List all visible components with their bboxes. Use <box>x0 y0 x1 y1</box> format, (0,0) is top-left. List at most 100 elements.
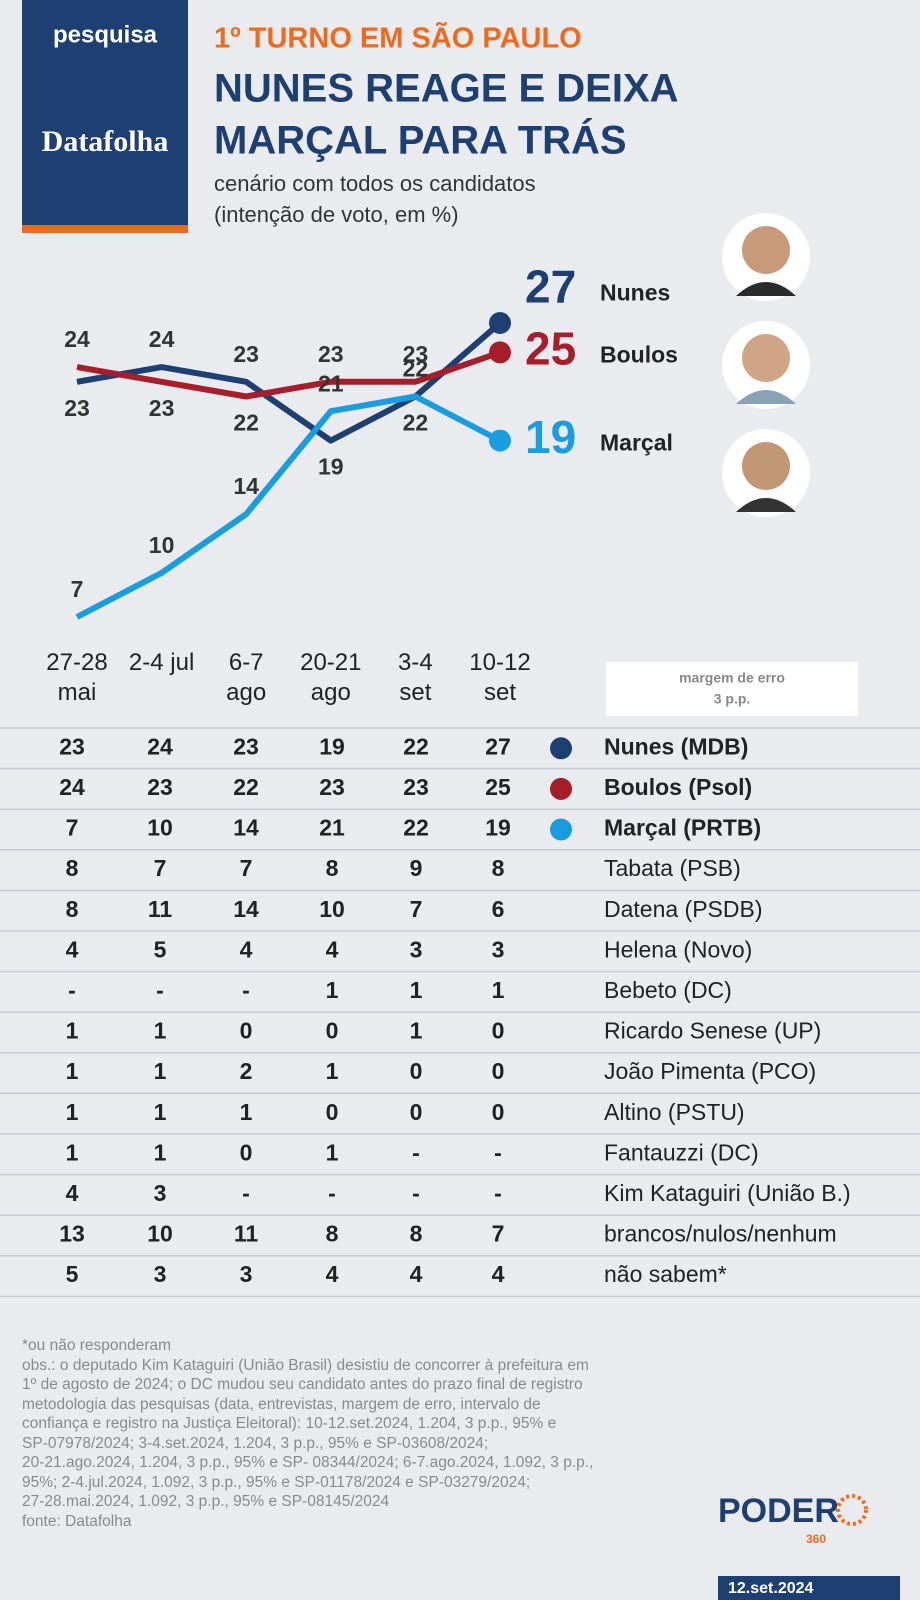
cell: 10 <box>147 815 173 841</box>
point-label: 23 <box>64 395 90 421</box>
cell: 4 <box>492 1261 505 1287</box>
cell: 25 <box>485 774 511 800</box>
cell: 6 <box>492 896 505 922</box>
cell: 0 <box>410 1099 423 1125</box>
legend-dot <box>550 818 572 841</box>
cell: 8 <box>326 855 339 881</box>
cell: 24 <box>59 774 85 800</box>
cell: 1 <box>66 1018 79 1044</box>
point-label: 10 <box>149 532 175 558</box>
cell: 7 <box>410 896 423 922</box>
cell: 3 <box>154 1180 167 1206</box>
footnote: 20-21.ago.2024, 1.204, 3 p.p., 95% e SP-… <box>22 1454 594 1471</box>
cell: 24 <box>147 733 173 759</box>
row-label: Marçal (PRTB) <box>604 815 761 841</box>
cell: 0 <box>326 1018 339 1044</box>
cell: 0 <box>492 1058 505 1084</box>
cell: 23 <box>233 733 259 759</box>
point-label: 21 <box>318 370 344 396</box>
cell: 1 <box>410 977 423 1003</box>
x-tick-label: 3-4 set <box>398 649 433 706</box>
footnote: *ou não responderam <box>22 1337 172 1354</box>
cell: 7 <box>154 855 167 881</box>
cell: 1 <box>66 1139 79 1165</box>
x-tick-label: 20-21 ago <box>300 649 362 706</box>
cell: 3 <box>410 936 423 962</box>
footnote: obs.: o deputado Kim Kataguiri (União Br… <box>22 1356 589 1374</box>
cell: 4 <box>410 1261 423 1287</box>
footnote: 27-28.mai.2024, 1.092, 3 p.p., 95% e SP-… <box>22 1493 390 1510</box>
margin-value: 3 p.p. <box>714 691 751 707</box>
cell: 1 <box>492 977 505 1003</box>
footnote: SP-07978/2024; 3-4.set.2024, 1.204, 3 p.… <box>22 1434 489 1452</box>
cell: 4 <box>66 1180 79 1206</box>
cell: 23 <box>59 733 85 759</box>
point-label: 24 <box>64 326 90 352</box>
end-dot <box>489 341 511 364</box>
brand-bar <box>22 225 188 233</box>
x-tick-label: 27-28 mai <box>46 649 108 706</box>
x-tick-label: 6-7 ago <box>226 649 267 706</box>
brand-box <box>22 0 188 225</box>
row-label: Nunes (MDB) <box>604 733 748 759</box>
point-label: 14 <box>233 473 259 499</box>
cell: 8 <box>66 855 79 881</box>
margin-title: margem de erro <box>679 670 785 686</box>
row-label: Kim Kataguiri (União B.) <box>604 1180 851 1206</box>
footnote: metodologia das pesquisas (data, entrevi… <box>22 1395 541 1413</box>
cell: 1 <box>154 1058 167 1084</box>
cell: 3 <box>240 1261 253 1287</box>
x-tick-label: 10-12 set <box>469 649 531 706</box>
legend-dot <box>550 737 572 760</box>
series-line <box>76 320 502 444</box>
cell: 1 <box>240 1099 253 1125</box>
cell: 0 <box>410 1058 423 1084</box>
end-value: 19 <box>525 411 576 463</box>
row-label: Fantauzzi (DC) <box>604 1139 759 1165</box>
point-label: 19 <box>318 454 344 480</box>
cell: - <box>412 1139 420 1165</box>
end-dot <box>489 429 511 452</box>
cell: 1 <box>66 1058 79 1084</box>
cell: 2 <box>240 1058 253 1084</box>
end-value: 27 <box>525 261 576 313</box>
cell: 7 <box>66 815 79 841</box>
footnote: 95%; 2-4.jul.2024, 1.092, 3 p.p., 95% e … <box>22 1473 531 1491</box>
cell: 1 <box>326 1058 339 1084</box>
point-label: 22 <box>403 410 429 436</box>
cell: 1 <box>410 1018 423 1044</box>
cell: 14 <box>233 896 259 922</box>
cell: - <box>242 1180 250 1206</box>
cell: 1 <box>154 1099 167 1125</box>
cell: 0 <box>240 1018 253 1044</box>
cell: 1 <box>154 1139 167 1165</box>
cell: 8 <box>410 1221 423 1247</box>
point-label: 23 <box>403 341 429 367</box>
cell: 7 <box>240 855 253 881</box>
cell: - <box>494 1180 502 1206</box>
end-name: Nunes <box>600 279 670 305</box>
cell: 0 <box>326 1099 339 1125</box>
cell: 19 <box>319 733 345 759</box>
tag: pesquisa <box>53 21 158 48</box>
cell: 8 <box>66 896 79 922</box>
cell: 4 <box>326 936 339 962</box>
title: MARÇAL PARA TRÁS <box>214 118 627 163</box>
cell: 21 <box>319 815 345 841</box>
cell: 10 <box>319 896 345 922</box>
cell: 7 <box>492 1221 505 1247</box>
cell: 11 <box>148 896 173 922</box>
cell: 4 <box>240 936 253 962</box>
row-label: não sabem* <box>604 1261 727 1287</box>
row-label: Datena (PSDB) <box>604 896 763 922</box>
cell: 3 <box>492 936 505 962</box>
end-name: Marçal <box>600 430 673 456</box>
cell: 13 <box>59 1221 85 1247</box>
cell: 1 <box>66 1099 79 1125</box>
row-label: João Pimenta (PCO) <box>604 1058 816 1084</box>
cell: - <box>68 977 76 1003</box>
end-value: 25 <box>525 323 576 375</box>
logo-name: PODER <box>718 1492 839 1530</box>
row-label: Bebeto (DC) <box>604 977 732 1003</box>
